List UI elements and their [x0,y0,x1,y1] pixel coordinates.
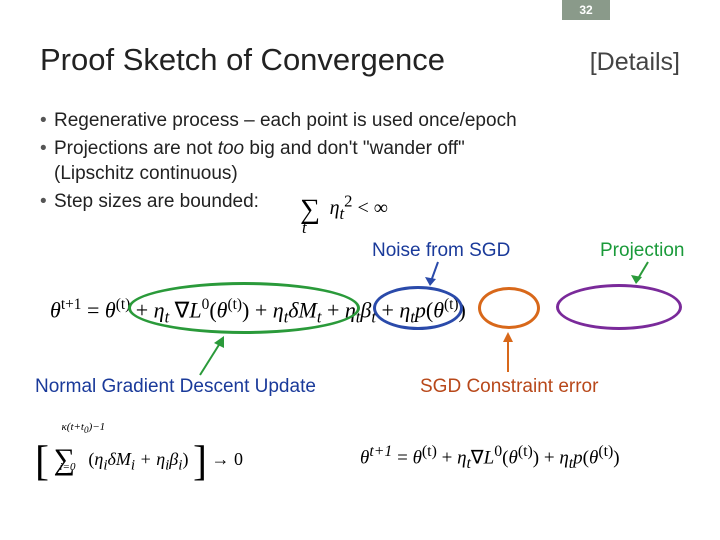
ellipse-green [128,282,360,334]
lt-inf: < ∞ [358,197,389,219]
theta-lhs: θ [50,297,61,322]
ellipse-orange [478,287,540,329]
to-zero: → 0 [211,449,243,469]
sigma2-sub: i=0 [60,461,76,473]
eta-sup: 2 [344,191,352,210]
label-normal-gradient: Normal Gradient Descent Update [35,376,316,398]
sum-equation: ∑t ηt2 < ∞ [300,190,388,224]
theta-t: θ [105,297,116,322]
bullet-2: Projections are not too big and don't "w… [40,136,680,187]
eta: η [330,197,340,219]
page-title: Proof Sketch of Convergence [40,42,445,78]
ellipse-purple [556,284,682,330]
bullet-2-line2: (Lipschitz continuous) [54,161,680,187]
bottom-equation-left: [ κ(t+t0)−1 ∑ i=0 (ηiδMi + ηiβi) ] → 0 [35,428,243,476]
sigma-sub: t [302,218,307,237]
ellipse-blue [373,286,463,330]
beta: β [360,297,371,322]
theta-sup-lhs: t+1 [61,296,82,313]
bullet-1: Regenerative process – each point is use… [40,108,680,134]
label-projection: Projection [600,240,685,262]
bullet-2-text-b: big and don't "wander off" [244,138,465,159]
bullet-2-text-a: Projections are not [54,138,218,159]
slide-number-badge: 32 [562,0,610,20]
eq-sign: = [87,297,105,322]
label-noise-from-sgd: Noise from SGD [372,240,510,262]
label-sgd-constraint: SGD Constraint error [420,376,598,398]
bottom-equation-right: θt+1 = θ(t) + ηt∇L0(θ(t)) + ηtp(θ(t)) [360,443,620,473]
bullet-2-too: too [218,138,244,159]
header: Proof Sketch of Convergence [Details] [40,42,680,78]
details-link[interactable]: [Details] [590,48,680,77]
